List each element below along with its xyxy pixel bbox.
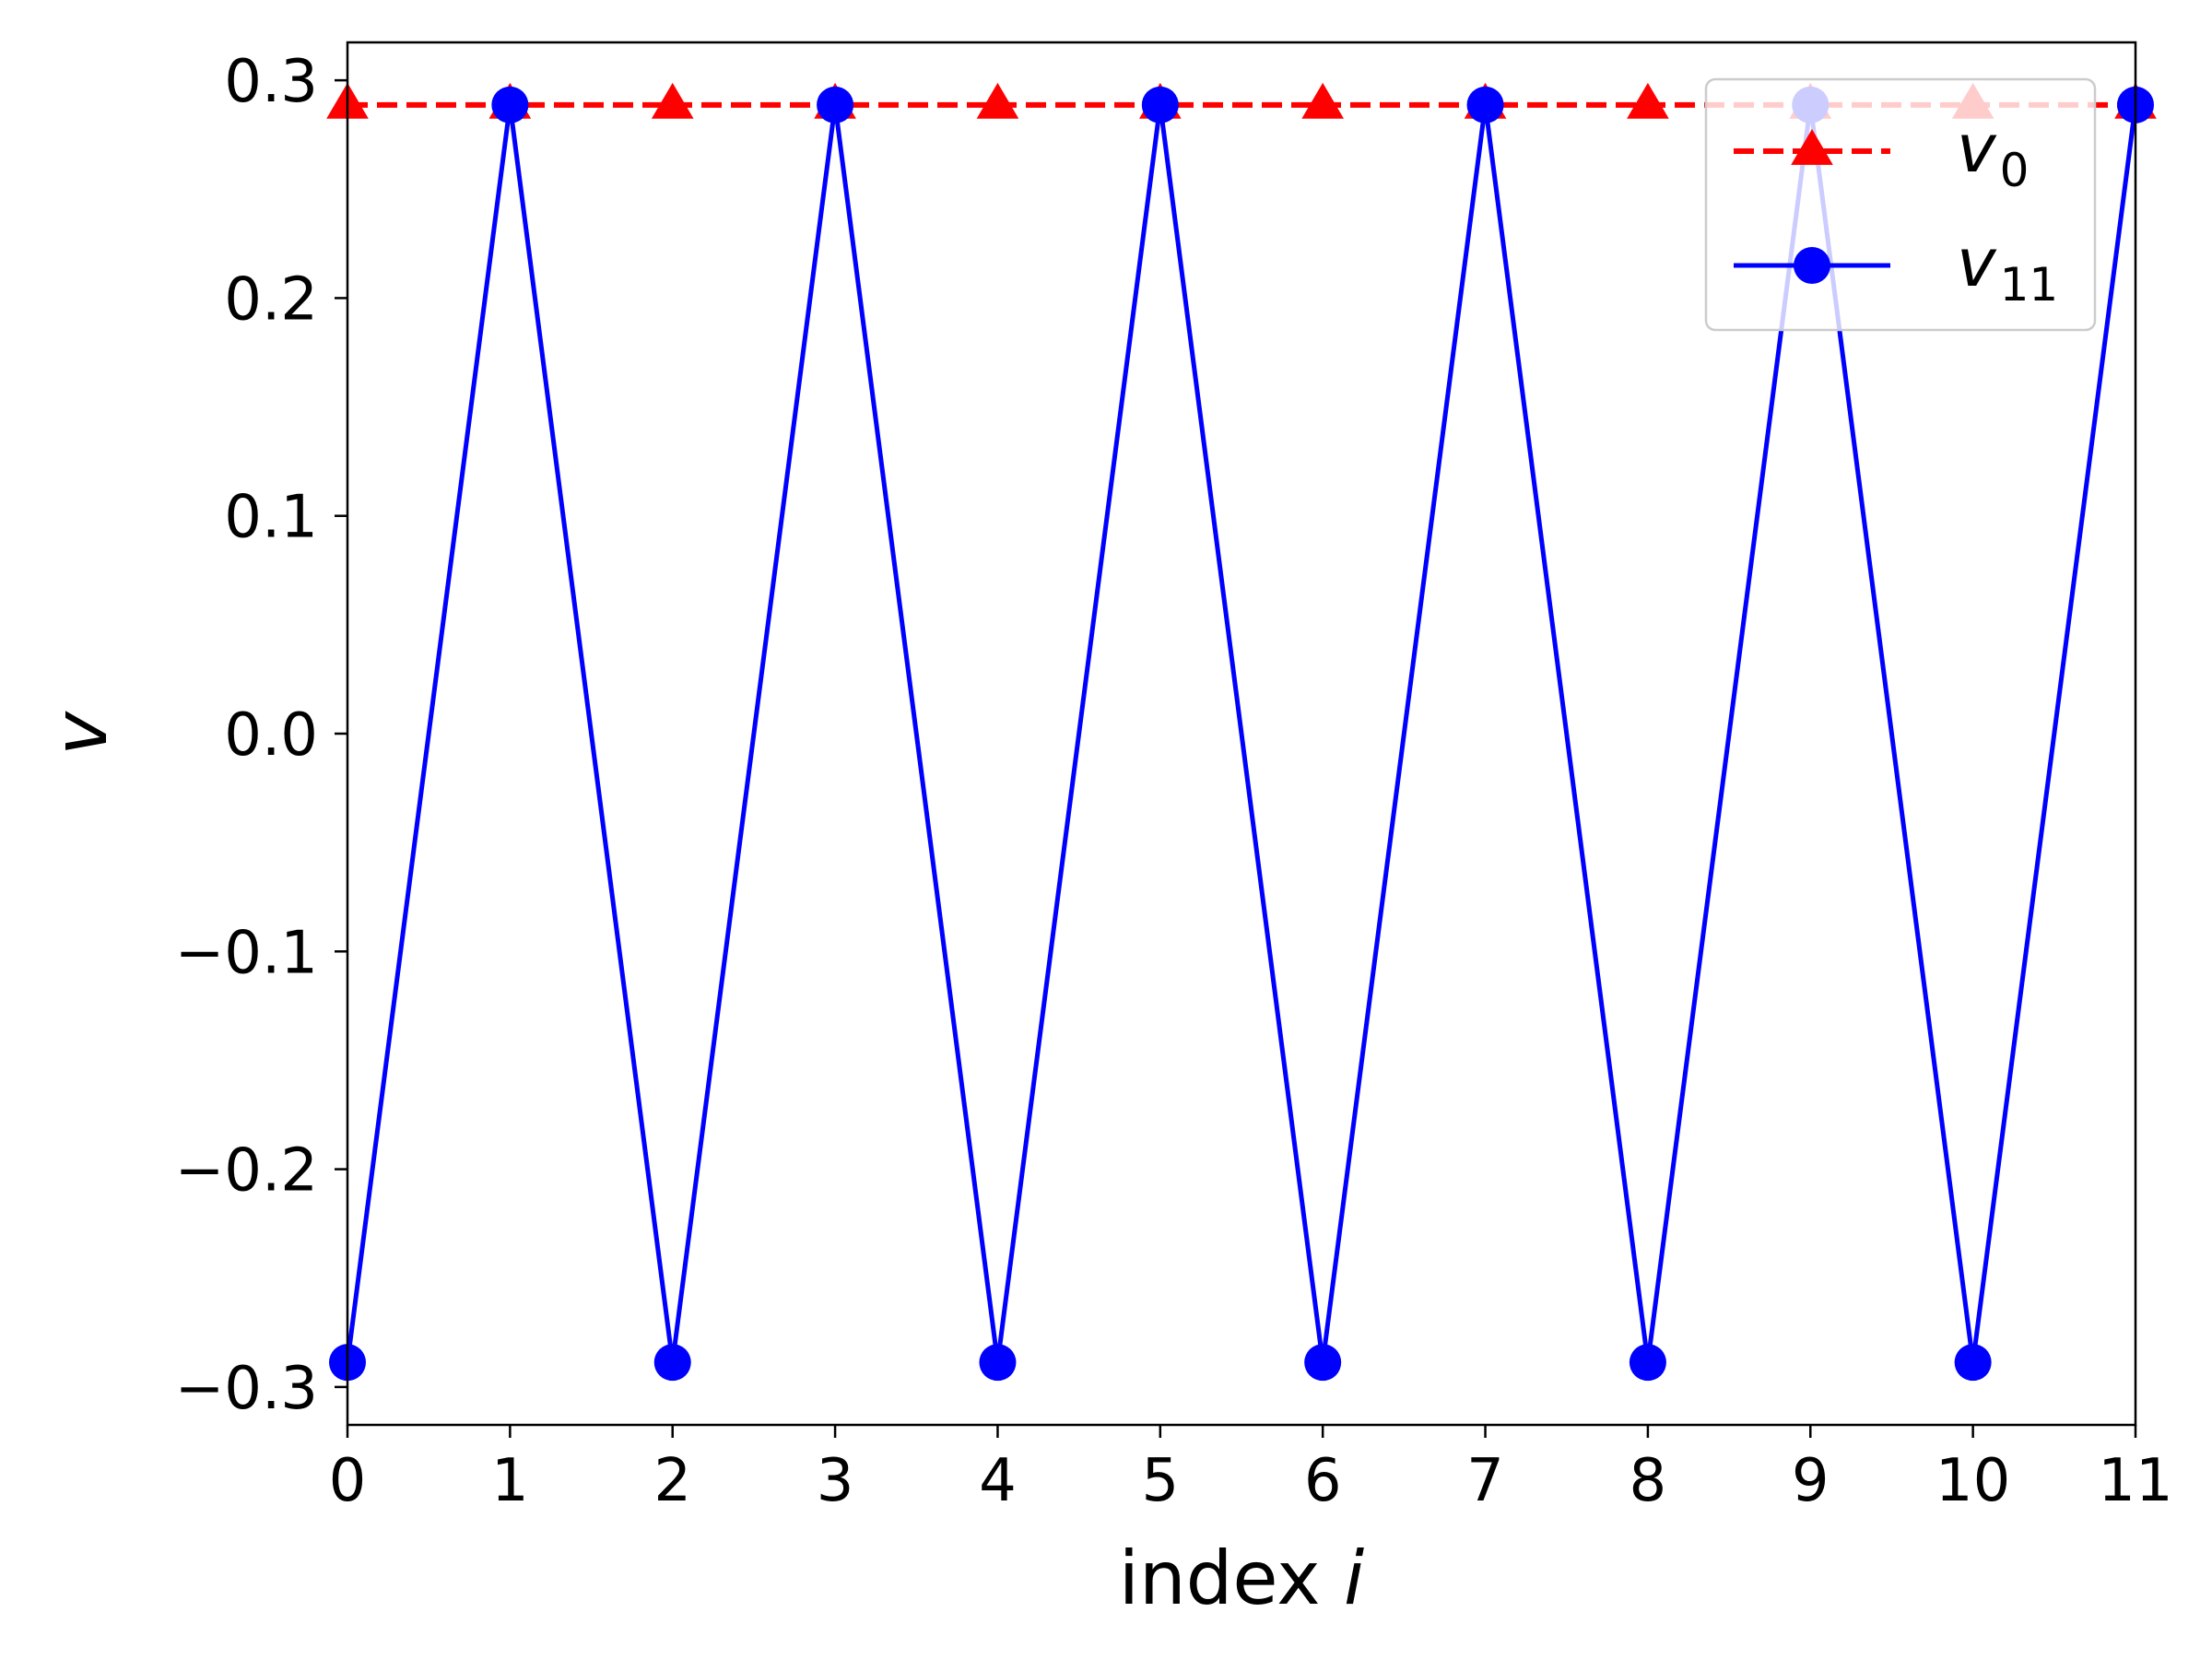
legend-label-subscript: 11 xyxy=(2000,258,2059,312)
legend-label: v11 xyxy=(1957,224,2058,312)
x-tick-label: 1 xyxy=(491,1447,529,1515)
legend-item-v11: v11 xyxy=(1734,224,2058,312)
y-tick-label: 0.1 xyxy=(224,484,318,552)
x-tick-label: 0 xyxy=(329,1447,367,1515)
data-point-circle xyxy=(1141,86,1179,124)
data-point-triangle xyxy=(651,82,694,119)
x-tick-label: 7 xyxy=(1466,1447,1504,1515)
legend-marker-triangle xyxy=(1791,129,1833,165)
data-point-circle xyxy=(1954,1344,1992,1382)
data-point-triangle xyxy=(1627,82,1669,119)
y-tick-label: 0.3 xyxy=(224,48,318,116)
data-point-circle xyxy=(1466,86,1504,124)
data-point-circle xyxy=(491,86,529,124)
x-tick-label: 11 xyxy=(2098,1447,2172,1515)
data-point-circle xyxy=(1629,1344,1666,1382)
legend-label-symbol: v xyxy=(1957,224,1997,301)
legend-label-symbol: v xyxy=(1957,110,1997,187)
data-point-triangle xyxy=(1301,82,1344,119)
x-axis-title-var: i xyxy=(1344,1535,1364,1621)
x-axis-title: index i xyxy=(1119,1535,1365,1621)
legend-label: v0 xyxy=(1957,110,2029,197)
x-tick-label: 3 xyxy=(817,1447,854,1515)
data-point-circle xyxy=(817,86,854,124)
y-tick-label: −0.1 xyxy=(175,919,318,987)
x-tick-label: 8 xyxy=(1630,1447,1667,1515)
data-point-circle xyxy=(979,1344,1017,1382)
x-tick-label: 10 xyxy=(1936,1447,2010,1515)
y-tick-label: 0.0 xyxy=(224,701,318,770)
x-axis-title-text: index xyxy=(1119,1535,1321,1621)
x-axis: 0 1 2 3 4 5 6 7 8 9 10 11 xyxy=(329,1425,2173,1515)
x-tick-label: 9 xyxy=(1792,1447,1830,1515)
y-tick-label: −0.2 xyxy=(175,1137,318,1206)
x-tick-label: 5 xyxy=(1141,1447,1179,1515)
y-tick-label: 0.2 xyxy=(224,265,318,334)
x-tick-label: 4 xyxy=(979,1447,1017,1515)
legend-item-v0: v0 xyxy=(1734,110,2029,197)
data-point-triangle xyxy=(976,82,1019,119)
y-axis-title: v xyxy=(38,711,124,756)
y-tick-label: −0.3 xyxy=(175,1355,318,1423)
x-tick-label: 2 xyxy=(653,1447,691,1515)
x-tick-label: 6 xyxy=(1304,1447,1342,1515)
legend-label-subscript: 0 xyxy=(2000,144,2030,197)
data-point-circle xyxy=(653,1344,691,1382)
y-axis: −0.3 −0.2 −0.1 0.0 0.1 0.2 0.3 xyxy=(175,48,347,1423)
legend-marker-circle xyxy=(1794,247,1830,284)
data-point-circle xyxy=(1304,1344,1342,1382)
